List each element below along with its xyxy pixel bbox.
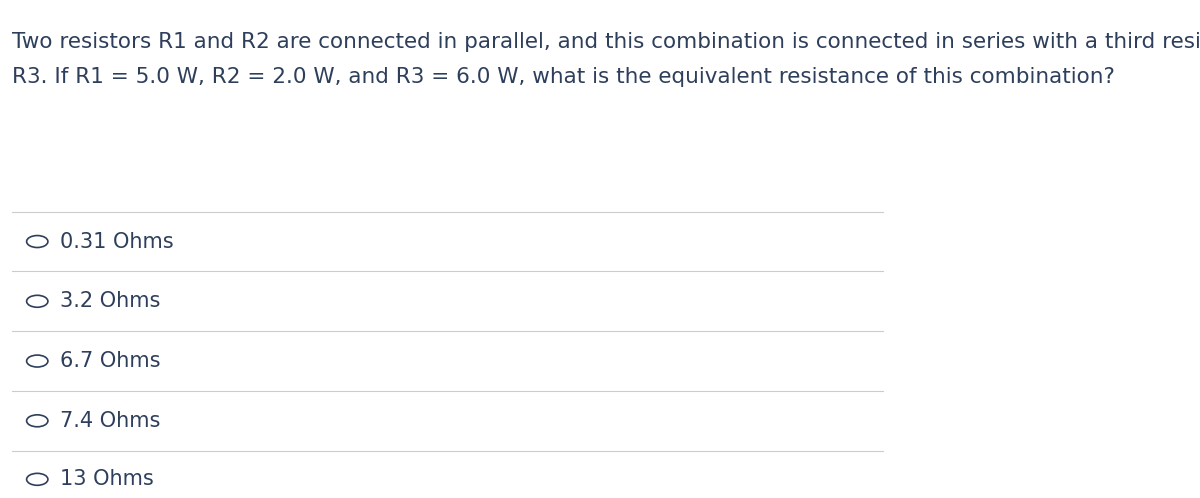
Text: 13 Ohms: 13 Ohms [60, 469, 154, 490]
Text: 3.2 Ohms: 3.2 Ohms [60, 291, 161, 311]
Text: 0.31 Ohms: 0.31 Ohms [60, 232, 174, 251]
Text: Two resistors R1 and R2 are connected in parallel, and this combination is conne: Two resistors R1 and R2 are connected in… [12, 32, 1200, 52]
Text: 6.7 Ohms: 6.7 Ohms [60, 351, 161, 371]
Text: R3. If R1 = 5.0 W, R2 = 2.0 W, and R3 = 6.0 W, what is the equivalent resistance: R3. If R1 = 5.0 W, R2 = 2.0 W, and R3 = … [12, 67, 1115, 87]
Text: 7.4 Ohms: 7.4 Ohms [60, 411, 161, 431]
